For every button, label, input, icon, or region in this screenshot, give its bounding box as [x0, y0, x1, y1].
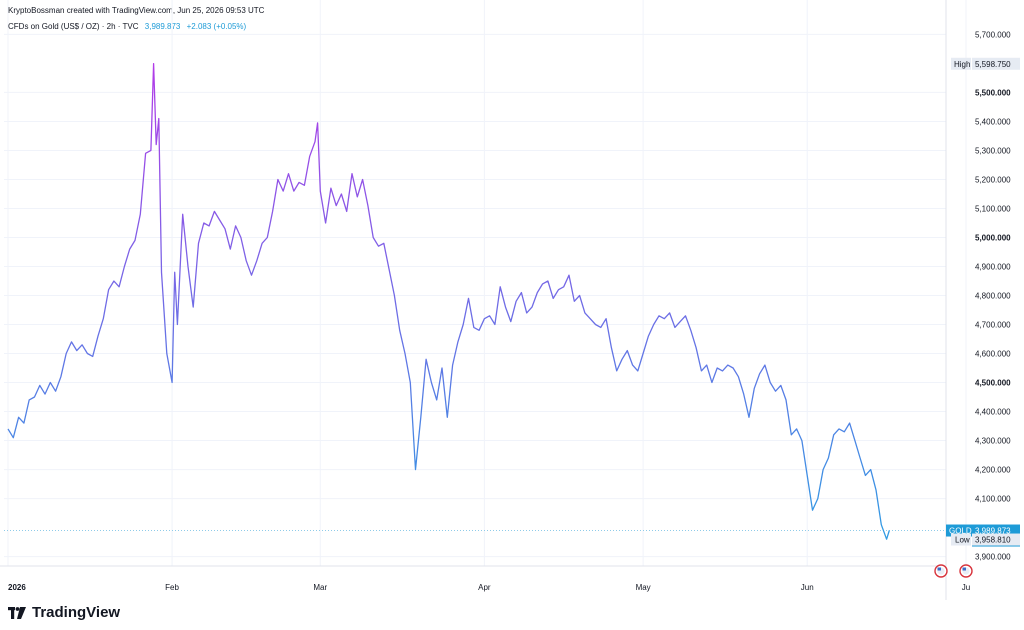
symbol-tag-bg	[946, 524, 972, 537]
x-tick-label: 2026	[8, 583, 26, 592]
x-tick-label: Jun	[801, 583, 814, 592]
x-tick-label: Apr	[478, 583, 491, 592]
tradingview-logo[interactable]: TradingView	[8, 604, 120, 621]
y-tick-label: 5,700.000	[975, 30, 1011, 39]
x-tick-label: May	[636, 583, 651, 592]
tradingview-brand: TradingView	[32, 604, 121, 621]
y-tick-label: 4,500.000	[975, 379, 1011, 388]
x-tick-label: Feb	[165, 583, 179, 592]
chart-credit: KryptoBossman created with TradingView.c…	[8, 6, 265, 15]
y-tick-label: 4,600.000	[975, 350, 1011, 359]
price-chart[interactable]: 5,700.000 5,500.000 5,400.000 5,300.000 5,20…	[0, 0, 1024, 600]
x-tick-label: Mar	[313, 583, 327, 592]
gold-price-line	[7, 63, 890, 540]
y-tick-label: 4,100.000	[975, 495, 1011, 504]
y-tick-label: 4,200.000	[975, 466, 1011, 475]
y-tick-label: 4,300.000	[975, 437, 1011, 446]
y-tick-label: 5,100.000	[975, 204, 1011, 213]
y-tick-label: 3,900.000	[975, 553, 1011, 562]
y-tick-label: 4,900.000	[975, 262, 1011, 271]
low-value-bg	[972, 533, 1020, 546]
low-label: Low	[955, 536, 970, 545]
last-price-tag: 3,989.873	[975, 527, 1011, 536]
y-tick-label: 4,400.000	[975, 408, 1011, 417]
y-tick-label: 5,300.000	[975, 146, 1011, 155]
price-change: +2.083 (+0.05%)	[186, 22, 247, 31]
last-price: 3,989.873	[144, 22, 181, 31]
price-tags: High5,598.750GOLD3,989.87306:03Low3,958.…	[946, 57, 1020, 547]
y-tick-label: 5,500.000	[975, 88, 1011, 97]
y-tick-label: 5,400.000	[975, 117, 1011, 126]
symbol-line: CFDs on Gold (US$ / OZ) · 2h · TVC 3,989…	[8, 22, 246, 31]
high-value: 5,598.750	[975, 60, 1011, 69]
high-value-bg	[972, 57, 1020, 70]
high-label: High	[954, 60, 970, 69]
time-axis[interactable]: 2026 Feb Mar Apr May Jun Ju	[8, 583, 970, 592]
price-axis[interactable]: 5,700.000 5,500.000 5,400.000 5,300.000 5,20…	[975, 30, 1011, 561]
y-tick-label: 4,800.000	[975, 292, 1011, 301]
symbol-title: CFDs on Gold (US$ / OZ) · 2h · TVC	[8, 22, 139, 31]
chart-grid	[4, 0, 967, 566]
events-icons[interactable]	[934, 564, 973, 578]
x-tick-label: Ju	[962, 583, 970, 592]
tradingview-logo-icon	[8, 606, 26, 619]
y-tick-label: 4,700.000	[975, 321, 1011, 330]
us-flag-event-icon[interactable]	[959, 564, 973, 578]
symbol-tag: GOLD	[949, 527, 972, 536]
low-value: 3,958.810	[975, 536, 1011, 545]
y-tick-label: 5,000.000	[975, 233, 1011, 242]
us-flag-event-icon[interactable]	[934, 564, 948, 578]
high-label-bg	[951, 57, 971, 70]
y-tick-label: 5,200.000	[975, 175, 1011, 184]
low-label-bg	[951, 533, 971, 546]
